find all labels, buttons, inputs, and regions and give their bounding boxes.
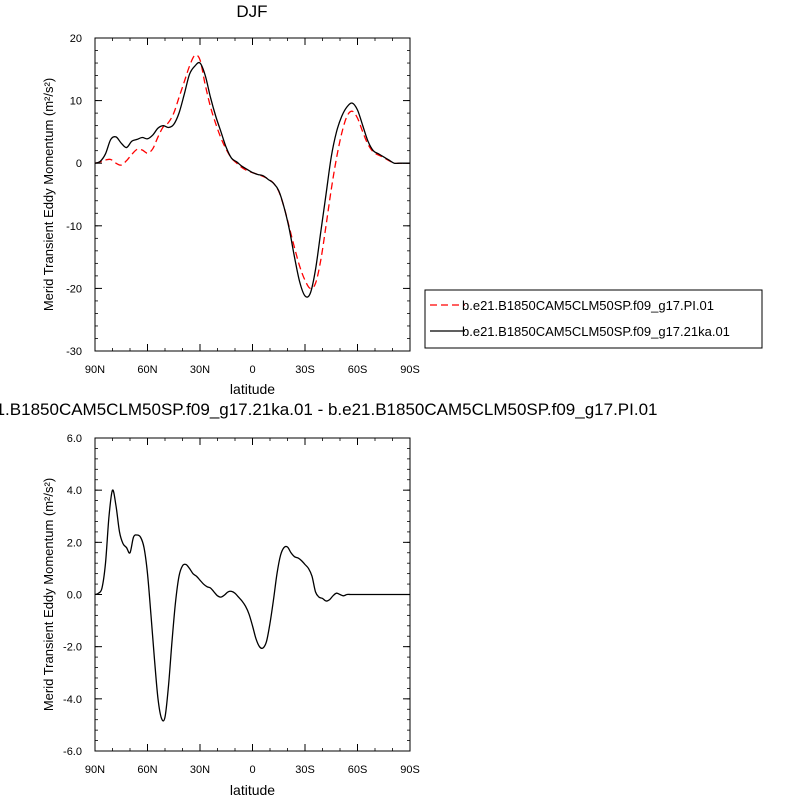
legend-label-2: b.e21.B1850CAM5CLM50SP.f09_g17.21ka.01: [462, 324, 730, 339]
x-tick-label: 30N: [190, 364, 210, 376]
y-tick-label: 0.0: [67, 590, 82, 602]
y-tick-label: -4.0: [63, 694, 82, 706]
y-tick-label: -30: [66, 346, 82, 358]
y-tick-label: 4.0: [67, 485, 82, 497]
chart-title: b.e21.B1850CAM5CLM50SP.f09_g17.21ka.01 -…: [0, 400, 657, 419]
y-tick-label: -6.0: [63, 746, 82, 758]
x-tick-label: 90S: [400, 364, 420, 376]
y-axis-label: Merid Transient Eddy Momentum (m²/s²): [41, 78, 56, 311]
y-axis-label: Merid Transient Eddy Momentum (m²/s²): [41, 478, 56, 711]
legend: b.e21.B1850CAM5CLM50SP.f09_g17.PI.01 b.e2…: [424, 289, 763, 349]
series-line-1: [95, 54, 410, 290]
y-tick-label: 2.0: [67, 537, 82, 549]
x-tick-label: 30S: [295, 364, 315, 376]
x-axis-label: latitude: [230, 782, 275, 798]
x-tick-label: 60N: [137, 764, 157, 776]
x-tick-label: 0: [249, 764, 255, 776]
y-tick-label: -2.0: [63, 642, 82, 654]
chart-title: DJF: [236, 2, 267, 21]
x-tick-label: 30N: [190, 764, 210, 776]
x-tick-label: 60S: [348, 764, 368, 776]
y-tick-label: -10: [66, 221, 82, 233]
x-tick-label: 90S: [400, 764, 420, 776]
x-tick-label: 90N: [85, 364, 105, 376]
x-axis-label: latitude: [230, 381, 275, 397]
series-line-1: [95, 489, 410, 722]
series-line-2: [95, 61, 410, 298]
legend-label-1: b.e21.B1850CAM5CLM50SP.f09_g17.PI.01: [462, 298, 714, 313]
x-tick-label: 30S: [295, 764, 315, 776]
y-tick-label: 6.0: [67, 433, 82, 445]
x-tick-label: 60S: [348, 364, 368, 376]
plot-frame: [94, 37, 411, 352]
x-tick-label: 90N: [85, 764, 105, 776]
y-tick-label: 10: [70, 96, 82, 108]
y-tick-label: -20: [66, 283, 82, 295]
x-tick-label: 0: [249, 364, 255, 376]
y-tick-label: 0: [76, 158, 82, 170]
y-tick-label: 20: [70, 33, 82, 45]
chart-bottom: b.e21.B1850CAM5CLM50SP.f09_g17.21ka.01 -…: [0, 400, 657, 798]
chart-top: DJF 90N 60N 30N 0 30S 60S 90S -30 -20 -10 0 10 20 lati…: [41, 2, 763, 397]
x-tick-label: 60N: [137, 364, 157, 376]
legend-box: [424, 289, 763, 349]
